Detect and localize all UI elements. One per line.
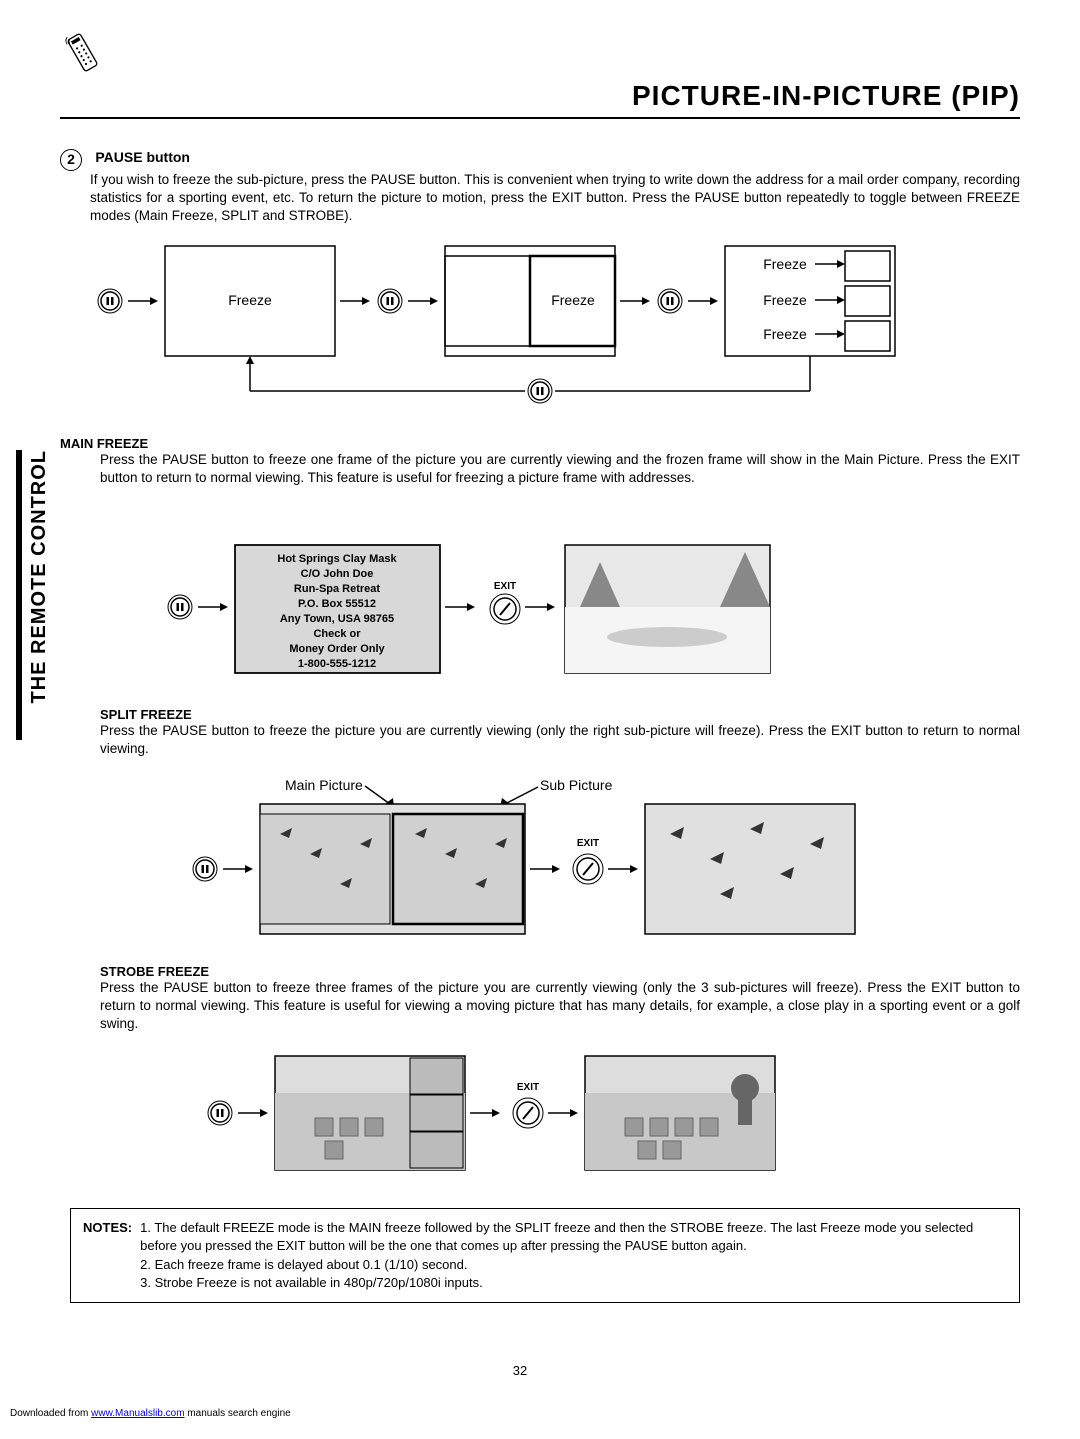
header-rule <box>60 117 1020 119</box>
note-1: 1. The default FREEZE mode is the MAIN f… <box>140 1219 1007 1255</box>
svg-text:Run-Spa Retreat: Run-Spa Retreat <box>294 583 381 595</box>
svg-text:Hot Springs Clay Mask: Hot Springs Clay Mask <box>277 553 397 565</box>
download-footer: Downloaded from www.Manualslib.com manua… <box>10 1408 1020 1419</box>
pause-icon <box>193 857 217 881</box>
pause-icon <box>378 289 402 313</box>
svg-text:Check or: Check or <box>313 628 361 640</box>
strobe-freeze-diagram: EXIT <box>200 1048 1020 1183</box>
pause-icon <box>98 289 122 313</box>
svg-text:Freeze: Freeze <box>763 326 807 342</box>
manualslib-link[interactable]: www.Manualslib.com <box>91 1408 184 1419</box>
notes-box: NOTES: 1. The default FREEZE mode is the… <box>70 1208 1020 1303</box>
svg-text:Money Order Only: Money Order Only <box>289 643 385 655</box>
svg-text:Freeze: Freeze <box>763 256 807 272</box>
main-freeze-diagram: Hot Springs Clay Mask C/O John Doe Run-S… <box>160 537 1020 692</box>
pause-icon <box>658 289 682 313</box>
svg-text:Main Picture: Main Picture <box>285 777 363 793</box>
main-freeze-title: MAIN FREEZE <box>60 436 1020 451</box>
section-number: 2 <box>60 149 82 171</box>
split-freeze-diagram: Main Picture Sub Picture EXIT <box>160 774 1020 949</box>
sidebar-label: THE REMOTE CONTROL <box>28 450 51 704</box>
note-2: 2. Each freeze frame is delayed about 0.… <box>140 1256 1007 1274</box>
notes-label: NOTES: <box>83 1220 132 1235</box>
svg-text:1-800-555-1212: 1-800-555-1212 <box>298 658 376 670</box>
svg-text:Sub Picture: Sub Picture <box>540 777 613 793</box>
main-freeze-body: Press the PAUSE button to freeze one fra… <box>100 451 1020 487</box>
svg-text:Freeze: Freeze <box>228 292 272 308</box>
strobe-freeze-title: STROBE FREEZE <box>100 964 1020 979</box>
split-freeze-body: Press the PAUSE button to freeze the pic… <box>100 722 1020 758</box>
section-title: PAUSE button <box>95 149 190 165</box>
svg-text:Freeze: Freeze <box>551 292 595 308</box>
svg-text:P.O. Box 55512: P.O. Box 55512 <box>298 598 376 610</box>
note-3: 3. Strobe Freeze is not available in 480… <box>140 1274 1007 1292</box>
svg-text:Freeze: Freeze <box>763 292 807 308</box>
pause-icon <box>208 1101 232 1125</box>
svg-text:EXIT: EXIT <box>517 1082 539 1093</box>
sidebar-bar <box>16 450 22 740</box>
svg-text:Any Town, USA 98765: Any Town, USA 98765 <box>280 613 394 625</box>
strobe-freeze-body: Press the PAUSE button to freeze three f… <box>100 979 1020 1034</box>
section-body: If you wish to freeze the sub-picture, p… <box>90 171 1020 226</box>
split-freeze-title: SPLIT FREEZE <box>100 707 1020 722</box>
page-title: PICTURE-IN-PICTURE (PIP) <box>20 80 1020 112</box>
svg-text:EXIT: EXIT <box>494 581 516 592</box>
page-number: 32 <box>20 1363 1020 1378</box>
freeze-flow-diagram: Freeze Freeze Freeze Freeze Freeze <box>90 241 1020 421</box>
pause-icon <box>168 595 192 619</box>
remote-control-icon <box>60 30 105 75</box>
pause-icon <box>528 379 552 403</box>
svg-text:C/O John Doe: C/O John Doe <box>301 568 374 580</box>
svg-text:EXIT: EXIT <box>577 838 599 849</box>
